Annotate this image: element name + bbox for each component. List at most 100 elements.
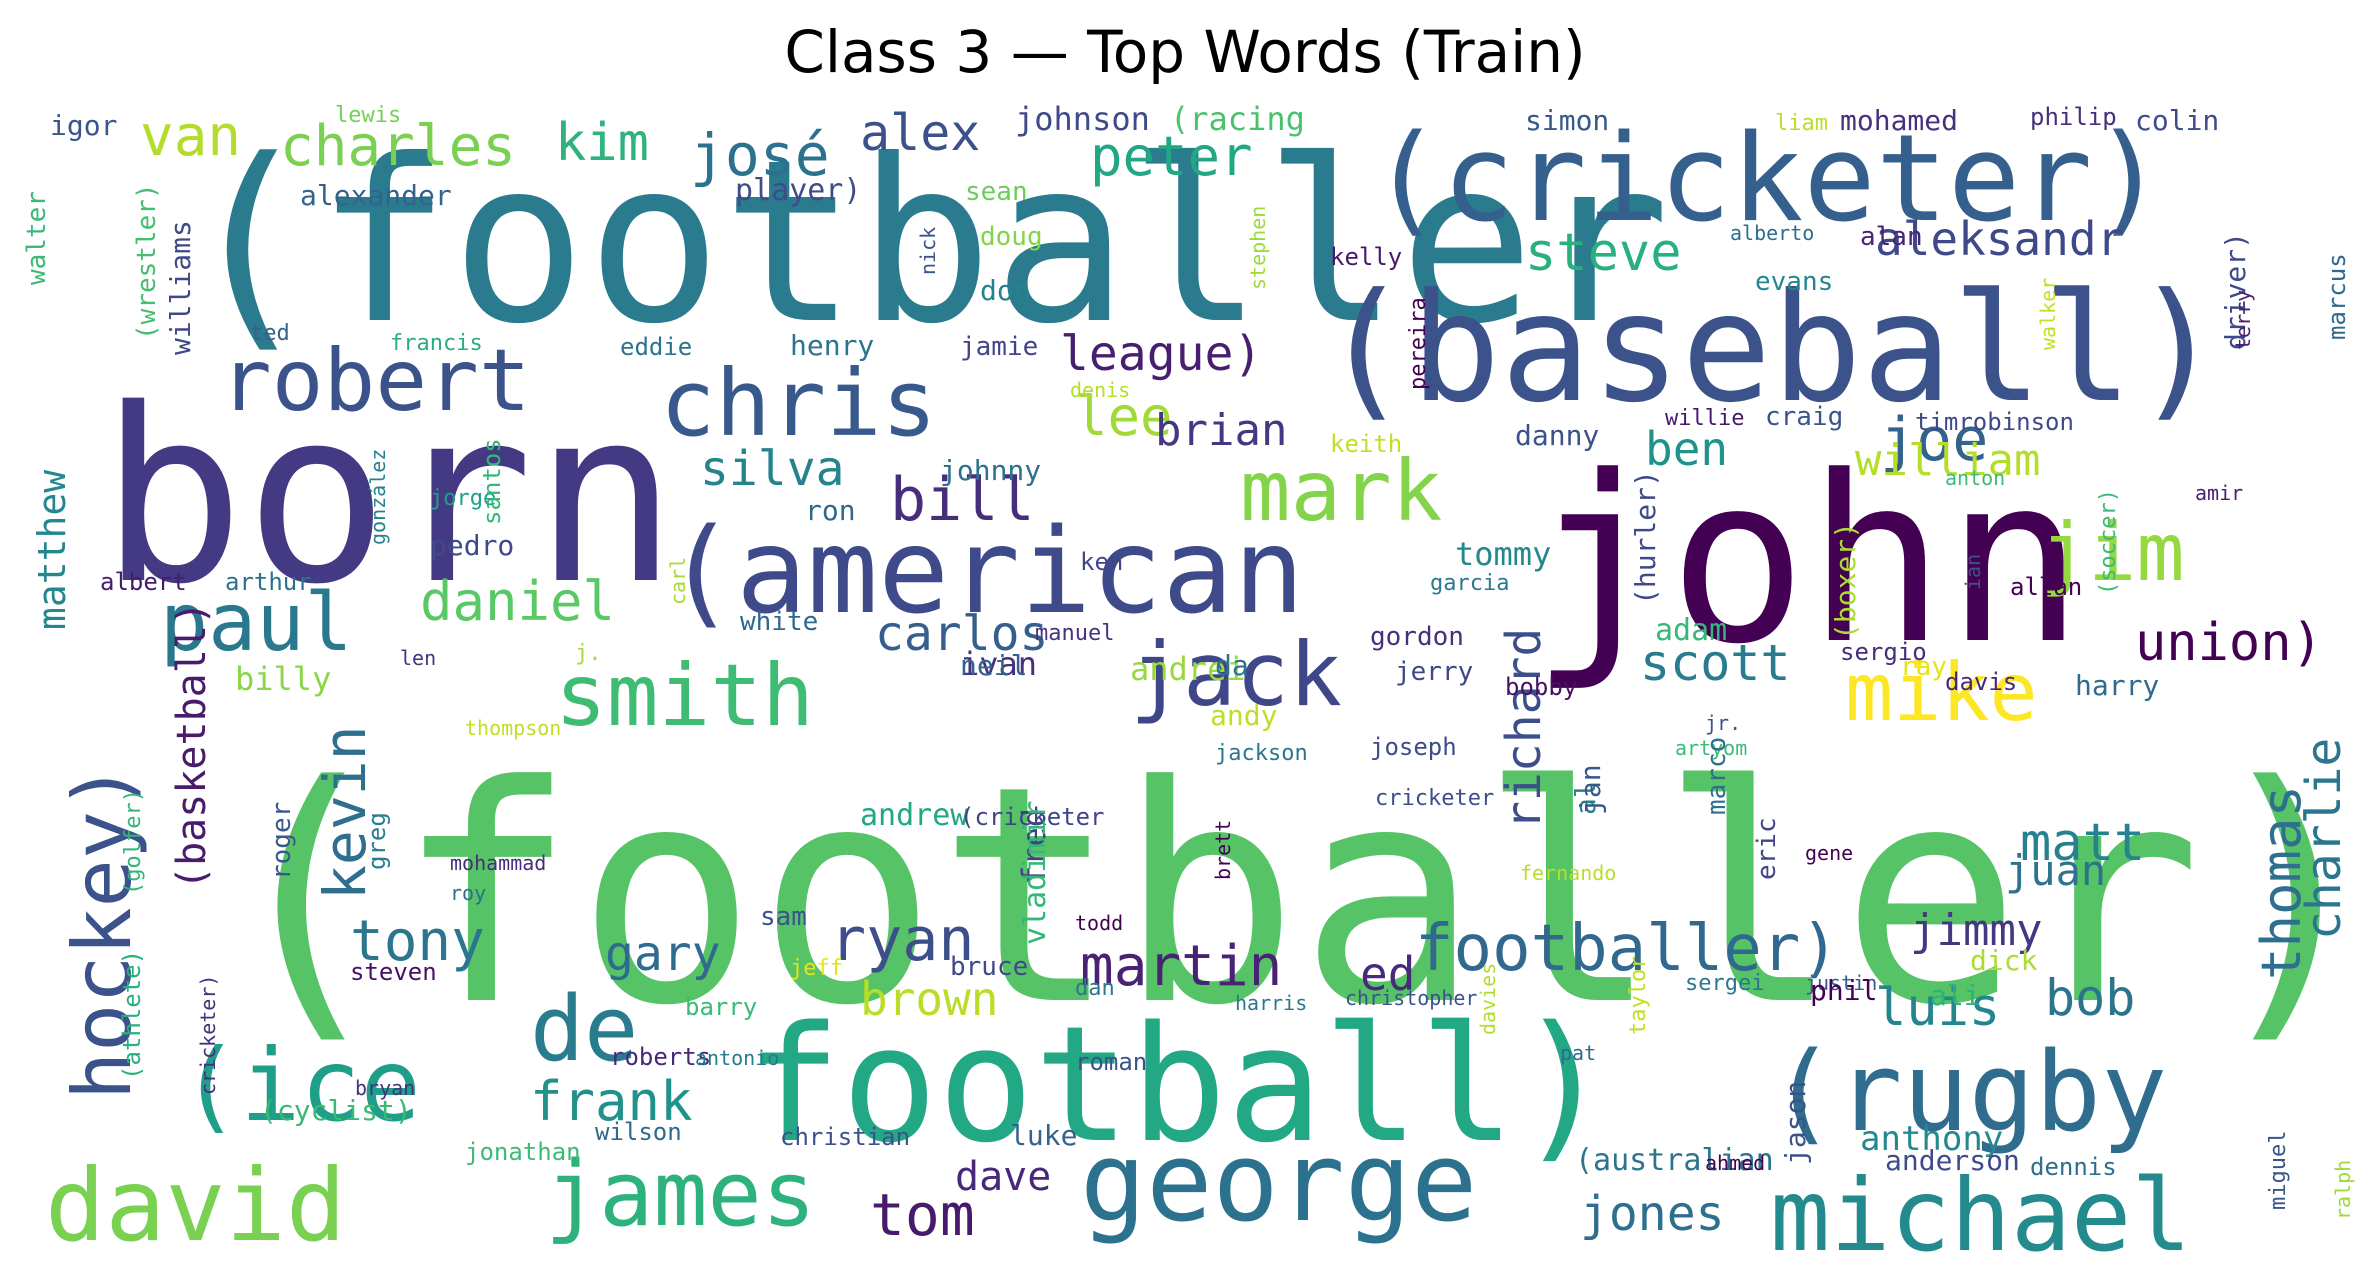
word-fred: fred — [1015, 808, 1053, 885]
word-roger: roger — [267, 802, 297, 880]
word-miguel: miguel — [2266, 1131, 2291, 1210]
word-jim: jim — [2040, 506, 2185, 599]
word-racing: (racing — [1170, 100, 1305, 138]
word-american: (american — [665, 502, 1304, 640]
word-australian: (australian — [1575, 1143, 1774, 1178]
word-thompson: thompson — [465, 716, 561, 740]
word-antonio: antonio — [695, 1046, 779, 1070]
word-danny: danny — [1515, 419, 1599, 452]
word-richard: richard — [1496, 628, 1552, 830]
word-sam: sam — [760, 902, 807, 932]
word-garcia: garcia — [1430, 571, 1509, 596]
word-jr: jr. — [1705, 711, 1741, 735]
word-alan: alan — [1860, 222, 1923, 252]
word-david: david — [45, 1147, 346, 1264]
word-andrew: andrew — [860, 798, 969, 833]
word-ian: ian — [1961, 554, 1985, 590]
word-tommy: tommy — [1455, 535, 1551, 573]
word-dan: dan — [1075, 976, 1115, 1001]
word-chris: chris — [660, 350, 937, 457]
word-arthur: arthur — [225, 568, 312, 596]
word-jeff: jeff — [790, 956, 843, 981]
word-liam: liam — [1775, 111, 1828, 136]
word-bill: bill — [890, 465, 1035, 535]
chart-title: Class 3 — Top Words (Train) — [784, 18, 1586, 86]
word-jack: jack — [1130, 623, 1342, 726]
word-johnson: johnson — [1015, 100, 1150, 138]
word-kim: kim — [555, 113, 649, 173]
word-andrei: andrei — [1130, 650, 1246, 688]
word-gene: gene — [1805, 841, 1853, 865]
word-carl: carl — [666, 557, 690, 605]
word-santos: santos — [478, 438, 506, 525]
word-jamie: jamie — [960, 332, 1038, 362]
word-alex: alex — [860, 104, 980, 162]
word-ivan: ivan — [960, 645, 1037, 683]
word-stephen: stephen — [1246, 206, 1270, 290]
word-smith: smith — [555, 646, 814, 746]
word-marco: marco — [1702, 737, 1732, 815]
word-walter: walter — [22, 191, 52, 285]
word-terry: terry — [2231, 290, 2255, 350]
word-silva: silva — [700, 441, 845, 497]
word-tony: tony — [350, 909, 485, 974]
word-alexander: alexander — [300, 179, 452, 212]
word-willie: willie — [1665, 406, 1744, 431]
word-sean: sean — [965, 177, 1028, 207]
word-adam: adam — [1655, 613, 1727, 648]
word-don: don — [980, 274, 1031, 307]
word-walker: walker — [2036, 278, 2060, 350]
word-soccer: (soccer) — [2096, 489, 2121, 595]
word-jerry: jerry — [1395, 657, 1473, 687]
word-football: football) — [745, 991, 1612, 1178]
word-aleksandr: aleksandr — [1875, 212, 2124, 266]
word-timrobinson: timrobinson — [1915, 408, 2074, 436]
word-anthony: anthony — [1860, 1119, 2003, 1159]
word-albert: albert — [100, 568, 187, 596]
word-white: white — [740, 607, 818, 637]
word-bryan: bryan — [355, 1076, 415, 1100]
word-sergei: sergei — [1685, 971, 1764, 996]
word-league: league) — [1060, 326, 1262, 382]
word-hockey: hockey) — [56, 763, 149, 1100]
word-baseball: (baseball) — [1320, 262, 2223, 436]
word-philip: philip — [2030, 103, 2117, 131]
word-michael: michael — [1770, 1157, 2191, 1274]
word-thomas: thomas — [2250, 785, 2313, 980]
word-jorge: jorge — [430, 486, 496, 511]
word-henry: henry — [790, 329, 874, 362]
word-mike: mike — [1845, 646, 2038, 739]
word-ryan: ryan — [830, 905, 975, 975]
word-roman: roman — [1075, 1048, 1147, 1076]
word-roberts: roberts — [610, 1043, 711, 1071]
word-luis: luis — [1875, 978, 2000, 1038]
word-born: born — [100, 357, 678, 637]
word-jan: jan — [1574, 764, 1607, 815]
word-john: john — [1530, 428, 2084, 695]
word-peter: peter — [1090, 125, 1253, 188]
word-driver: driver) — [2219, 232, 2252, 350]
word-todd: todd — [1075, 911, 1123, 935]
word-dennis: dennis — [2030, 1153, 2117, 1181]
word-alberto: alberto — [1730, 221, 1814, 245]
word-ralph: ralph — [2331, 1160, 2355, 1220]
word-ice: (ice — [180, 1027, 421, 1144]
word-harry: harry — [2075, 669, 2159, 702]
word-brett: brett — [1211, 820, 1235, 880]
word-dick: dick — [1970, 944, 2038, 977]
word-jackson: jackson — [1215, 741, 1308, 766]
word-mohamed: mohamed — [1840, 104, 1958, 137]
word-pereira: pereira — [1406, 297, 1431, 390]
word-matthew: matthew — [30, 470, 74, 630]
word-rugby: (rugby — [1770, 1028, 2167, 1156]
word-wrestler: (wrestler) — [132, 183, 162, 340]
word-denis: denis — [1070, 378, 1130, 402]
word-matt: matt — [2020, 813, 2145, 873]
word-barry: barry — [685, 993, 757, 1021]
word-bobby: bobby — [1505, 673, 1577, 701]
word-dave: dave — [955, 1154, 1051, 1200]
word-wilson: wilson — [595, 1118, 682, 1146]
word-jimmy: jimmy — [1910, 905, 2042, 956]
word-mohammad: mohammad — [450, 851, 546, 875]
word-eddie: eddie — [620, 333, 692, 361]
